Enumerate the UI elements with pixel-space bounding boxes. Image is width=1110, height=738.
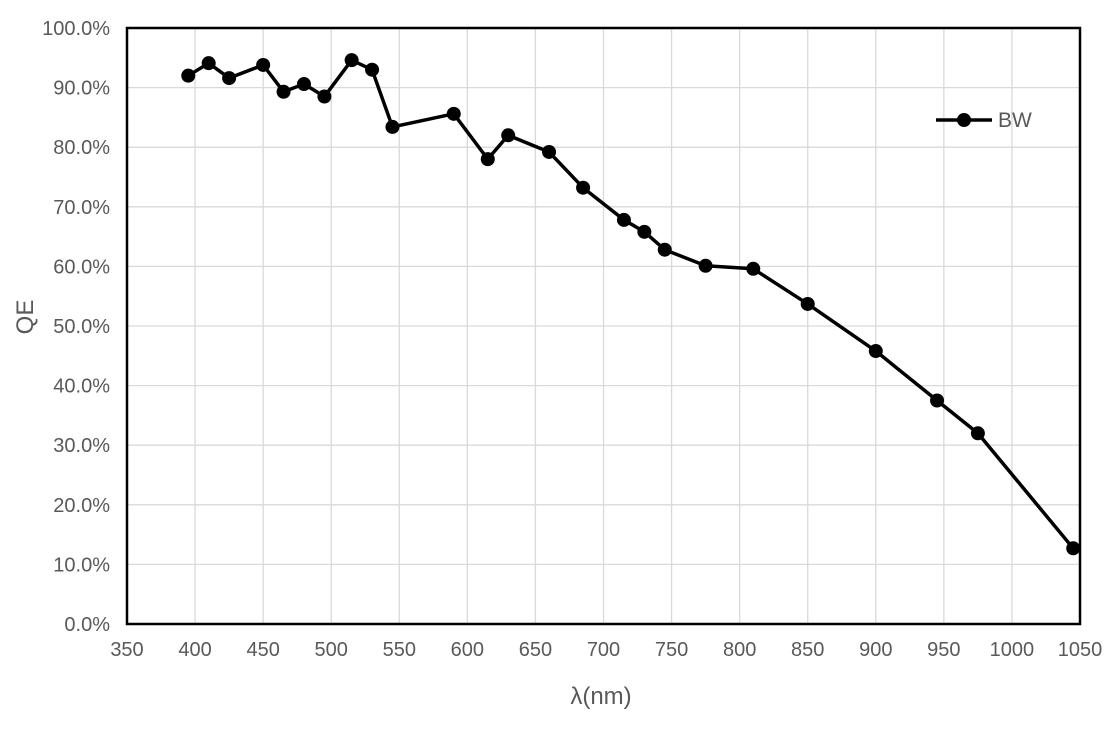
x-tick-label: 600 bbox=[451, 639, 484, 661]
x-tick-label: 750 bbox=[655, 639, 688, 661]
legend-label: BW bbox=[998, 109, 1032, 132]
y-axis-tick-labels: 0.0% 10.0% 20.0% 30.0% 40.0% 50.0% 60.0% 70.0% 8… bbox=[42, 18, 110, 636]
data-point-marker bbox=[344, 53, 359, 68]
data-point-marker bbox=[501, 128, 516, 143]
data-point-marker bbox=[296, 77, 311, 92]
y-tick-label: 50.0% bbox=[53, 316, 110, 338]
data-point-marker bbox=[542, 144, 557, 159]
data-point-marker bbox=[317, 89, 332, 104]
plot-border bbox=[125, 26, 1082, 626]
x-tick-label: 450 bbox=[246, 639, 279, 661]
y-tick-label: 90.0% bbox=[53, 78, 110, 100]
data-point-marker bbox=[800, 296, 815, 311]
y-tick-label: 30.0% bbox=[53, 435, 110, 457]
data-point-marker bbox=[657, 242, 672, 257]
y-tick-label: 40.0% bbox=[53, 376, 110, 398]
y-tick-label: 0.0% bbox=[64, 614, 110, 636]
data-point-marker bbox=[222, 71, 237, 86]
y-tick-label: 60.0% bbox=[53, 256, 110, 278]
data-point-marker bbox=[1066, 541, 1081, 556]
x-tick-label: 950 bbox=[927, 639, 960, 661]
x-axis-title: λ(nm) bbox=[570, 683, 631, 710]
legend-marker-icon bbox=[957, 113, 971, 127]
legend: BW bbox=[936, 109, 1032, 132]
x-tick-label: 800 bbox=[723, 639, 756, 661]
data-point-marker bbox=[365, 62, 380, 77]
x-tick-label: 500 bbox=[315, 639, 348, 661]
data-point-marker bbox=[276, 84, 291, 99]
data-point-marker bbox=[746, 261, 761, 276]
data-point-marker bbox=[576, 180, 591, 195]
data-point-marker bbox=[480, 152, 495, 167]
x-tick-label: 350 bbox=[110, 639, 143, 661]
qe-curve bbox=[187, 58, 1075, 550]
data-point-marker bbox=[637, 224, 652, 239]
data-point-marker bbox=[868, 344, 883, 359]
data-point-marker bbox=[256, 57, 271, 72]
x-tick-label: 650 bbox=[519, 639, 552, 661]
y-axis-title: QE bbox=[12, 300, 39, 335]
data-point-marker bbox=[698, 258, 713, 273]
y-tick-label: 10.0% bbox=[53, 554, 110, 576]
y-tick-label: 70.0% bbox=[53, 197, 110, 219]
data-point-marker bbox=[930, 393, 945, 408]
data-point-marker bbox=[385, 119, 400, 134]
data-point-marker bbox=[201, 56, 216, 71]
x-tick-label: 1000 bbox=[990, 639, 1035, 661]
gridline-layer bbox=[127, 28, 1080, 624]
series-layer bbox=[181, 53, 1081, 556]
data-point-marker bbox=[446, 106, 461, 121]
y-tick-label: 100.0% bbox=[42, 18, 110, 40]
x-tick-label: 700 bbox=[587, 639, 620, 661]
x-axis-tick-labels: 350 400 450 500 550 600 650 700 750 800 850 900 950 1… bbox=[110, 639, 1102, 661]
y-tick-label: 80.0% bbox=[53, 137, 110, 159]
data-point-marker bbox=[970, 426, 985, 441]
x-tick-label: 550 bbox=[383, 639, 416, 661]
data-point-marker bbox=[616, 212, 631, 227]
x-tick-label: 850 bbox=[791, 639, 824, 661]
y-tick-label: 20.0% bbox=[53, 495, 110, 517]
x-tick-label: 900 bbox=[859, 639, 892, 661]
x-tick-label: 1050 bbox=[1058, 639, 1103, 661]
x-tick-label: 400 bbox=[178, 639, 211, 661]
data-point-marker bbox=[181, 68, 196, 83]
